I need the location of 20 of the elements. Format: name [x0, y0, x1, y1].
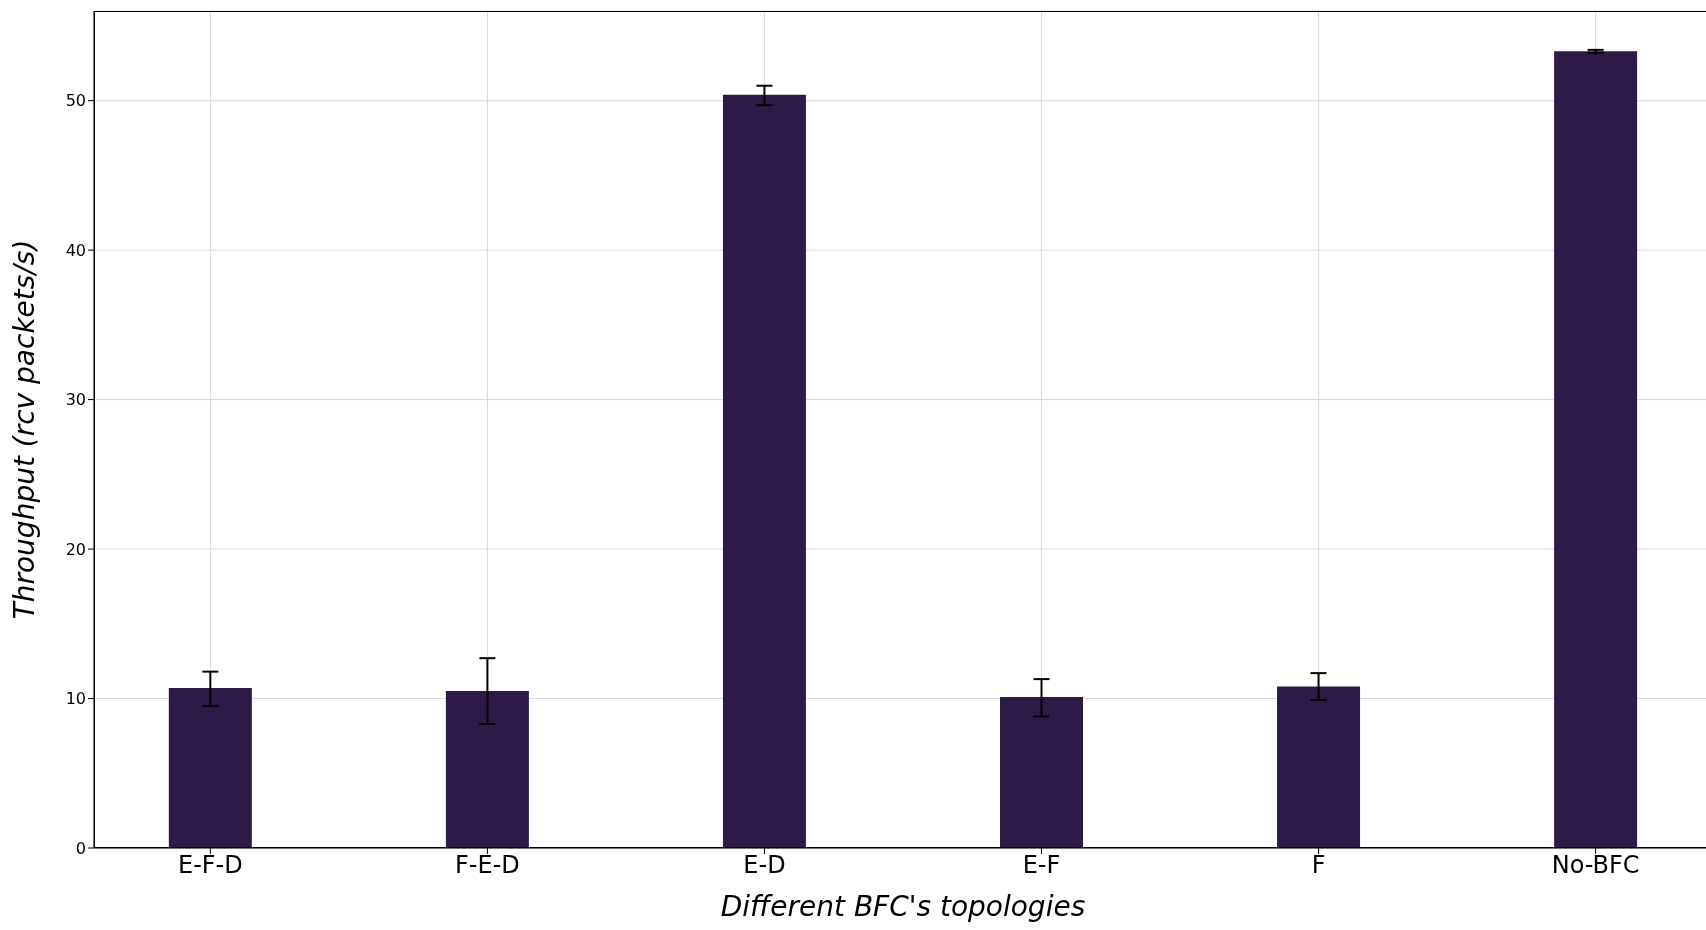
bar: [1554, 51, 1638, 848]
x-tick-label: E-F-D: [177, 851, 243, 880]
y-tick-label: 50: [65, 91, 86, 111]
y-tick-label: 40: [65, 240, 86, 260]
bar: [722, 94, 806, 848]
bar: [1000, 697, 1083, 848]
x-tick-label: No-BFC: [1551, 851, 1640, 880]
x-tick-label: F: [1311, 851, 1326, 880]
y-tick-label: 0: [75, 838, 86, 858]
y-tick-label: 10: [65, 689, 86, 709]
x-axis-title: Different BFC's topologies: [720, 890, 1086, 923]
y-axis-title: Throughput (rcv packets/s): [7, 239, 41, 620]
y-tick-label: 20: [65, 539, 86, 559]
x-tick-label: E-D: [743, 851, 786, 880]
bar: [445, 691, 529, 848]
bar: [168, 688, 252, 848]
y-tick-label: 30: [65, 390, 86, 410]
x-tick-label: F-E-D: [455, 851, 520, 880]
x-tick-label: E-F: [1022, 851, 1061, 880]
bar: [1277, 686, 1361, 848]
